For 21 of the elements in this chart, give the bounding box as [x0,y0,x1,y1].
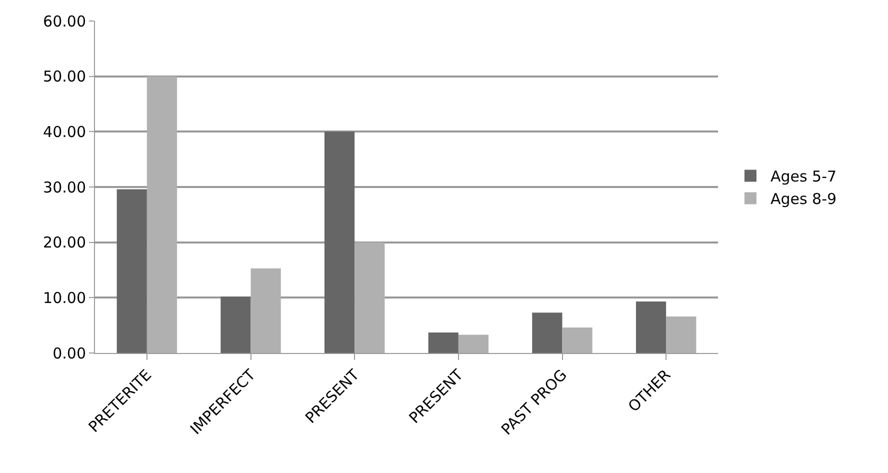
y-tick-label: 60.00 [43,12,86,30]
bar [532,312,562,353]
legend-label: Ages 5-7 [770,168,837,186]
y-tick-label: 20.00 [43,234,86,252]
bar [428,332,458,353]
y-tick-label: 30.00 [43,178,86,196]
y-tick-label: 40.00 [43,122,86,141]
bar [562,328,592,353]
y-tick-label: 50.00 [43,68,86,86]
legend-label: Ages 8-9 [770,190,837,208]
y-tick-label: 10.00 [43,288,86,307]
bar [666,316,696,353]
y-tick-label: 0.00 [52,344,86,362]
bar [146,76,178,353]
bar [250,268,281,353]
bar [116,189,147,353]
bar [458,334,489,353]
bar [324,132,355,353]
bar [636,302,666,353]
bar [220,296,251,353]
bar [354,242,385,353]
